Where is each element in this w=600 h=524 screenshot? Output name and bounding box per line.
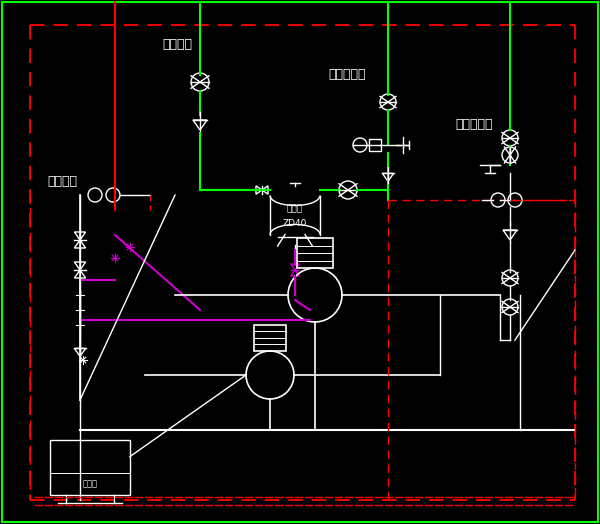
Text: ZD40: ZD40	[283, 219, 307, 227]
Text: 接供水外网: 接供水外网	[455, 118, 493, 131]
Text: 高区供水: 高区供水	[47, 175, 77, 188]
Text: 高区回水: 高区回水	[162, 38, 192, 51]
Bar	[298, 238, 332, 268]
Bar	[369, 139, 381, 151]
Text: 控制柜: 控制柜	[83, 479, 97, 488]
Text: 接回水外网: 接回水外网	[328, 68, 365, 81]
Bar	[50, 440, 130, 495]
Bar	[254, 324, 286, 351]
Text: 阻断器: 阻断器	[287, 204, 303, 213]
